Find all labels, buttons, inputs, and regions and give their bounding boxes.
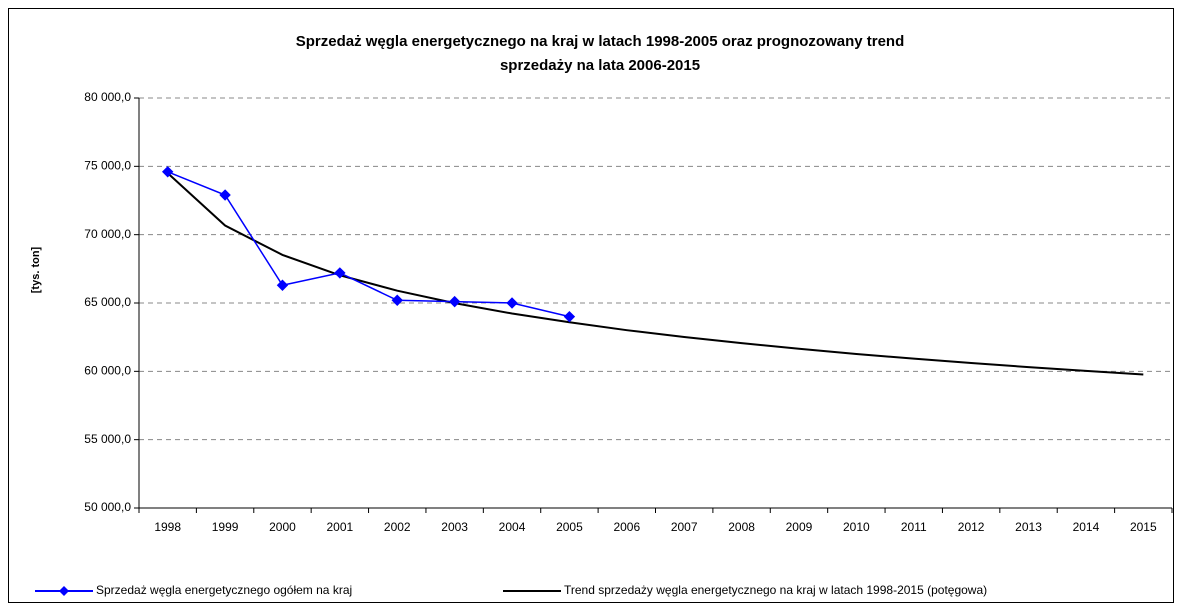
legend-marker <box>59 586 69 596</box>
point <box>563 310 576 323</box>
chart-title: Sprzedaż węgla energetycznego na kraj w … <box>296 33 905 50</box>
x-tick-label: 2015 <box>1130 520 1157 534</box>
x-tick-label: 2011 <box>901 520 927 534</box>
x-tick-label: 2003 <box>441 520 468 534</box>
chart-frame <box>8 8 1174 603</box>
x-tick-label: 2008 <box>728 520 755 534</box>
x-tick-label: 2010 <box>843 520 870 534</box>
y-tick-label: 50 000,0 <box>84 500 131 514</box>
legend-label: Sprzedaż węgla energetycznego ogółem na … <box>96 583 352 597</box>
point <box>219 189 231 201</box>
point <box>391 294 403 306</box>
x-tick-label: 2005 <box>556 520 583 534</box>
x-tick-label: 1999 <box>212 520 239 534</box>
point <box>506 297 518 309</box>
x-tick-label: 2013 <box>1015 520 1042 534</box>
x-tick-label: 2001 <box>327 520 354 534</box>
chart-title: sprzedaży na lata 2006-2015 <box>500 57 700 74</box>
x-tick-label: 2012 <box>958 520 985 534</box>
y-tick-label: 80 000,0 <box>84 90 131 104</box>
x-tick-label: 2000 <box>269 520 296 534</box>
y-tick-label: 65 000,0 <box>84 295 131 309</box>
y-tick-label: 75 000,0 <box>84 159 131 173</box>
point <box>161 166 174 178</box>
y-tick-label: 60 000,0 <box>84 364 131 378</box>
x-tick-label: 2014 <box>1073 520 1100 534</box>
legend-label: Trend sprzedaży węgla energetycznego na … <box>564 583 987 597</box>
point <box>334 267 346 279</box>
y-tick-label: 55 000,0 <box>84 432 131 446</box>
point <box>276 279 289 291</box>
series-line <box>167 171 570 318</box>
x-tick-label: 2009 <box>786 520 813 534</box>
x-tick-label: 2007 <box>671 520 698 534</box>
series-line <box>167 172 1144 376</box>
x-tick-label: 2002 <box>384 520 411 534</box>
x-tick-label: 2006 <box>613 520 640 534</box>
y-axis-label: [tys. ton] <box>30 246 42 293</box>
y-tick-label: 70 000,0 <box>84 227 131 241</box>
x-tick-label: 2004 <box>499 520 526 534</box>
point <box>448 295 461 308</box>
x-tick-label: 1998 <box>154 520 181 534</box>
